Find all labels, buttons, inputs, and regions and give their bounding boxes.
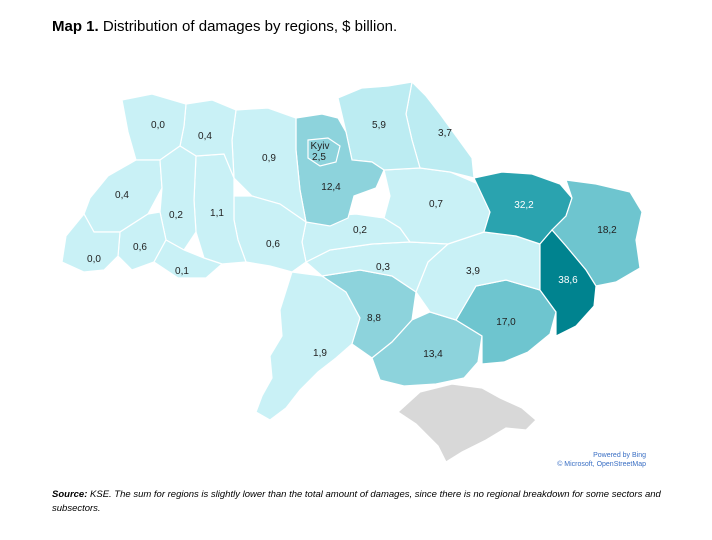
label-chernihiv: 5,9 — [372, 120, 386, 131]
label-ternopil: 0,2 — [169, 210, 183, 221]
label-ivano-frankivsk: 0,6 — [133, 242, 147, 253]
label-kirovohrad: 0,3 — [376, 262, 390, 273]
label-volyn: 0,0 — [151, 120, 165, 131]
label-zaporizhzhia: 17,0 — [496, 317, 516, 328]
label-kharkiv: 32,2 — [514, 200, 534, 211]
label-donetsk: 38,6 — [558, 275, 578, 286]
label-lviv: 0,4 — [115, 190, 129, 201]
label-khmelnytskyi: 1,1 — [210, 208, 224, 219]
label-sumy: 3,7 — [438, 128, 452, 139]
region-odesa — [255, 271, 361, 421]
region-kyiv-city — [307, 137, 341, 167]
map-title-prefix: Map 1. — [52, 18, 99, 35]
label-dnipro: 3,9 — [466, 266, 480, 277]
label-chernivtsi: 0,1 — [175, 266, 189, 277]
region-zakarpattia — [61, 212, 121, 273]
attribution-copyright[interactable]: © Microsoft, OpenStreetMap — [557, 461, 646, 468]
source-note: Source: KSE. The sum for regions is slig… — [52, 488, 662, 516]
map-title-text: Distribution of damages by regions, $ bi… — [102, 18, 398, 35]
label-kherson: 13,4 — [423, 349, 443, 360]
region-crimea — [397, 383, 537, 463]
label-odesa: 1,9 — [313, 348, 327, 359]
region-ternopil — [159, 145, 197, 251]
label-kyiv-city: 2,5 — [312, 152, 326, 163]
label-cherkasy: 0,2 — [353, 225, 367, 236]
map-title: Map 1. Distribution of damages by region… — [52, 18, 397, 35]
label-rivne: 0,4 — [198, 131, 212, 142]
region-kherson — [371, 311, 483, 387]
label-zakarpattia: 0,0 — [87, 254, 101, 265]
label-vinnytsia: 0,6 — [266, 239, 280, 250]
region-luhansk — [551, 179, 643, 287]
region-donetsk — [539, 229, 597, 337]
label-poltava: 0,7 — [429, 199, 443, 210]
source-label: Source: — [52, 489, 88, 500]
label-zhytomyr: 0,9 — [262, 153, 276, 164]
map-attribution: Powered by Bing © Microsoft, OpenStreetM… — [557, 451, 646, 469]
region-chernivtsi — [153, 239, 224, 279]
label-luhansk: 18,2 — [597, 225, 617, 236]
source-text: KSE. The sum for regions is slightly low… — [52, 489, 661, 514]
label-kyiv-oblast: 12,4 — [321, 182, 341, 193]
attribution-powered-by[interactable]: Powered by Bing — [593, 452, 646, 459]
label-kyiv-city-name: Kyiv — [311, 141, 330, 152]
label-mykolaiv: 8,8 — [367, 313, 381, 324]
